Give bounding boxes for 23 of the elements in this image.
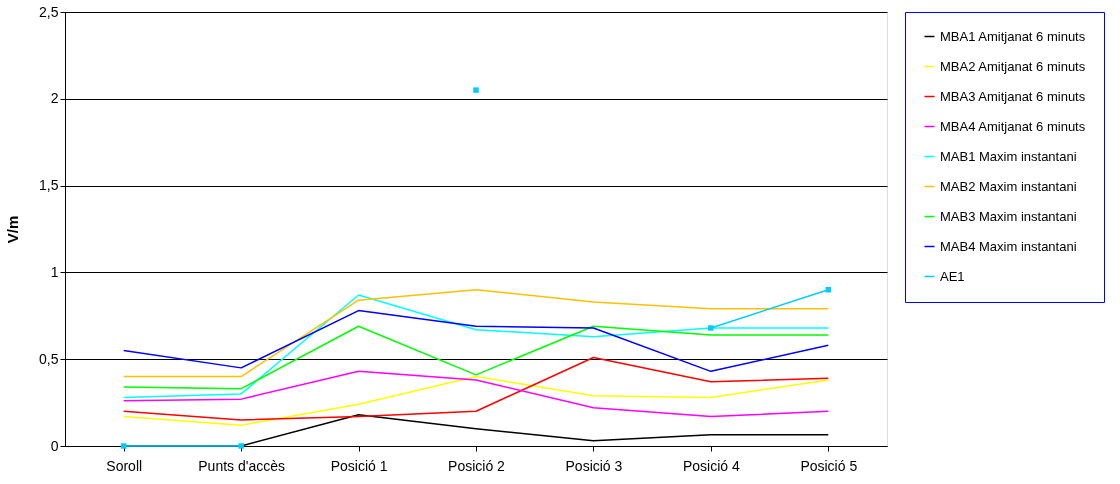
x-tick-label: Posició 1 [330, 457, 388, 474]
x-tick-label: Punts d'accès [198, 457, 286, 474]
x-tick-label: Posició 3 [565, 457, 623, 474]
y-tick-label: 1 [50, 263, 59, 280]
x-tick-label: Posició 5 [800, 457, 858, 474]
x-tick-label: Soroll [106, 457, 143, 474]
legend-label: MBA2 Amitjanat 6 minuts [940, 58, 1086, 74]
legend-label: MAB2 Maxim instantani [940, 178, 1077, 194]
x-tick-label: Posició 4 [682, 457, 740, 474]
legend-label: MBA4 Amitjanat 6 minuts [940, 118, 1086, 134]
y-axis-title: V/m [4, 215, 22, 244]
x-tick-label: Posició 2 [448, 457, 506, 474]
y-tick-label: 0 [50, 437, 59, 454]
y-tick-label: 0,5 [39, 350, 59, 367]
legend-label: AE1 [940, 268, 965, 284]
y-tick-label: 1,5 [39, 177, 59, 194]
y-tick-label: 2 [50, 90, 59, 107]
y-tick-label: 2,5 [39, 3, 59, 20]
legend-label: MBA1 Amitjanat 6 minuts [940, 28, 1086, 44]
legend-label: MBA3 Amitjanat 6 minuts [940, 88, 1086, 104]
legend-label: MAB4 Maxim instantani [940, 238, 1077, 254]
legend-label: MAB1 Maxim instantani [940, 148, 1077, 164]
legend-label: MAB3 Maxim instantani [940, 208, 1077, 224]
